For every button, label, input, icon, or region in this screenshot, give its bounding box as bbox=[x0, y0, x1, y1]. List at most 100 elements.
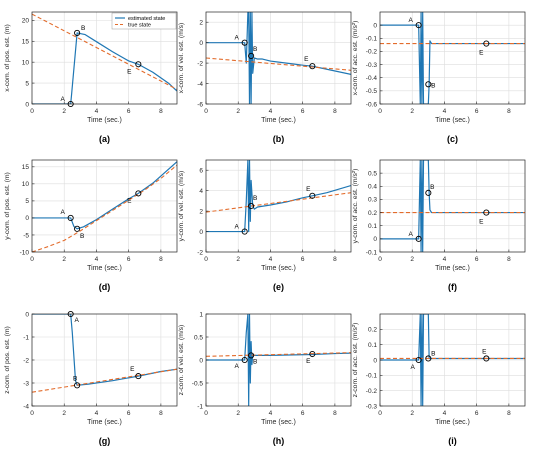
y-tick-label: 2 bbox=[199, 20, 203, 27]
marker-label-a: A bbox=[74, 317, 79, 324]
y-tick-label: 0 bbox=[199, 357, 203, 364]
estimated-state-line bbox=[32, 314, 177, 386]
marker-e bbox=[309, 350, 316, 358]
x-axis-label: Time (sec.) bbox=[261, 117, 296, 124]
y-tick-label: -0.1 bbox=[366, 373, 378, 380]
x-tick-label: 8 bbox=[159, 256, 163, 263]
y-tick-label: 0 bbox=[25, 101, 29, 108]
plot-area bbox=[32, 13, 177, 104]
x-tick-label: 0 bbox=[204, 108, 208, 115]
marker-label-a: A bbox=[234, 363, 239, 370]
panel-caption: (g) bbox=[99, 436, 111, 446]
y-tick-label: 0.2 bbox=[368, 327, 377, 334]
x-tick-label: 0 bbox=[30, 108, 34, 115]
x-tick-label: 2 bbox=[62, 256, 66, 263]
x-tick-label: 6 bbox=[475, 108, 479, 115]
y-tick-label: 0 bbox=[373, 22, 377, 29]
y-tick-label: 15 bbox=[22, 164, 30, 171]
marker-label-a: A bbox=[234, 35, 239, 42]
marker-e bbox=[483, 209, 490, 216]
x-tick-label: 8 bbox=[333, 108, 337, 115]
panel-caption: (b) bbox=[273, 134, 285, 144]
marker-b bbox=[74, 225, 81, 232]
y-tick-label: -6 bbox=[197, 101, 203, 108]
estimated-state-line bbox=[380, 314, 525, 406]
marker-label-a: A bbox=[408, 17, 413, 24]
x-tick-label: 6 bbox=[127, 410, 131, 417]
marker-label-e: E bbox=[127, 68, 132, 75]
marker-label-e: E bbox=[130, 366, 135, 373]
axes-frame bbox=[31, 159, 178, 253]
x-axis-label: Time (sec.) bbox=[435, 419, 470, 426]
y-tick-label: -0.2 bbox=[366, 388, 378, 395]
plot-area bbox=[206, 160, 351, 233]
axes-frame bbox=[379, 159, 526, 253]
marker-a bbox=[67, 100, 74, 108]
y-tick-label: -2 bbox=[23, 357, 29, 364]
marker-label-b: B bbox=[431, 350, 435, 357]
marker-label-a: A bbox=[234, 224, 239, 231]
x-tick-label: 2 bbox=[62, 108, 66, 115]
true-state-line bbox=[206, 57, 351, 71]
marker-b bbox=[248, 352, 255, 359]
x-tick-label: 8 bbox=[507, 108, 511, 115]
y-tick-label: -0.1 bbox=[366, 249, 378, 256]
marker-b bbox=[425, 189, 432, 196]
y-tick-label: 15 bbox=[22, 39, 30, 46]
y-tick-label: -0.5 bbox=[366, 88, 378, 95]
y-tick-label: 0.5 bbox=[194, 334, 203, 341]
y-tick-label: 4 bbox=[199, 188, 203, 195]
x-tick-label: 6 bbox=[127, 108, 131, 115]
chart-panel: 0 2 4 6 8 0 5 10 15 20 Time (sec.) x-com. of pos. e… bbox=[4, 11, 178, 144]
marker-label-b: B bbox=[253, 195, 257, 202]
axes-frame bbox=[31, 11, 178, 105]
x-tick-label: 6 bbox=[475, 256, 479, 263]
x-tick-label: 8 bbox=[159, 410, 163, 417]
marker-e bbox=[483, 355, 490, 362]
marker-label-e: E bbox=[479, 50, 484, 57]
y-tick-label: 0.1 bbox=[368, 223, 377, 230]
y-axis-label: x-com. of pos. est. (m) bbox=[4, 24, 11, 92]
plot-area bbox=[206, 314, 351, 406]
x-tick-label: 4 bbox=[95, 108, 99, 115]
marker-label-e: E bbox=[306, 186, 311, 193]
x-tick-label: 2 bbox=[410, 256, 414, 263]
chart-panel: 0 2 4 6 8 -4 -3 -2 -1 0 Time (sec.) z-com. of pos. … bbox=[4, 310, 178, 446]
y-axis-label: z-com. of pos. est. (m) bbox=[4, 326, 11, 394]
y-tick-label: -0.4 bbox=[366, 75, 378, 82]
plot-area bbox=[380, 160, 525, 252]
y-axis-label: x-com. of vel. est. (m/s) bbox=[178, 23, 185, 94]
panel-caption: (d) bbox=[99, 282, 111, 292]
y-tick-label: 1 bbox=[199, 311, 203, 318]
x-axis-label: Time (sec.) bbox=[261, 419, 296, 426]
chart-panel: 0 2 4 6 8 -1 -0.5 0 0.5 1 Time (sec.) z-com. of vel… bbox=[178, 311, 352, 446]
x-tick-label: 2 bbox=[410, 410, 414, 417]
panel-caption: (f) bbox=[448, 282, 457, 292]
y-axis-label: y-com. of vel. est. (m/s) bbox=[178, 171, 185, 242]
y-tick-label: -5 bbox=[23, 232, 29, 239]
y-tick-label: -3 bbox=[23, 380, 29, 387]
x-axis-label: Time (sec.) bbox=[87, 117, 122, 124]
marker-label-e: E bbox=[306, 358, 311, 365]
x-tick-label: 2 bbox=[236, 410, 240, 417]
y-axis-label: y-com. of acc. est. (m/s²) bbox=[352, 169, 359, 244]
x-tick-label: 8 bbox=[159, 108, 163, 115]
y-tick-label: -2 bbox=[197, 60, 203, 67]
x-tick-label: 2 bbox=[236, 108, 240, 115]
x-tick-label: 0 bbox=[204, 256, 208, 263]
marker-label-b: B bbox=[73, 375, 77, 382]
x-tick-label: 4 bbox=[95, 256, 99, 263]
x-tick-label: 0 bbox=[378, 108, 382, 115]
x-tick-label: 2 bbox=[62, 410, 66, 417]
y-tick-label: 0 bbox=[199, 229, 203, 236]
x-tick-label: 0 bbox=[30, 256, 34, 263]
marker-a bbox=[415, 22, 422, 29]
y-tick-label: -4 bbox=[197, 81, 203, 88]
true-state-line bbox=[206, 352, 351, 357]
y-tick-label: 0 bbox=[25, 311, 29, 318]
y-tick-label: -2 bbox=[197, 249, 203, 256]
y-axis-label: z-com. of vel. est. (m/s) bbox=[178, 325, 185, 396]
y-axis-label: x-com. of acc. est. (m/s²) bbox=[352, 21, 359, 96]
